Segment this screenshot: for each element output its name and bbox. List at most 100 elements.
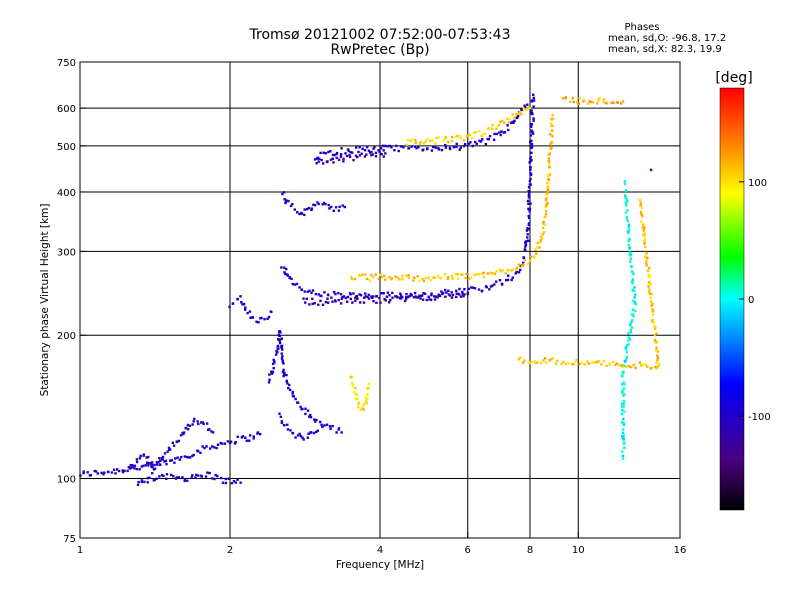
data-point [651,313,655,316]
data-point [367,382,371,386]
data-point [524,245,527,248]
data-point [459,137,462,140]
data-point [620,405,624,408]
data-point [152,468,156,471]
data-point [167,446,171,450]
data-point [135,460,139,464]
data-point [527,189,530,193]
data-point [519,110,522,114]
phase-stats-heading: Phases [624,22,659,33]
data-point [621,391,624,394]
data-point [352,158,355,162]
data-point [161,455,165,459]
data-point [177,439,181,443]
data-point [278,341,282,345]
data-point [489,271,492,275]
data-point [524,249,527,252]
data-point [623,383,626,386]
data-point [651,308,654,311]
data-point [596,102,599,105]
data-point [146,461,149,464]
data-point [600,363,603,366]
data-point [365,277,369,281]
data-point [418,143,421,146]
data-point [329,158,333,161]
data-point [346,295,350,299]
data-point [627,223,631,226]
data-point [405,143,408,147]
data-point [594,360,598,364]
data-point [311,297,314,300]
data-point [621,100,625,103]
data-point [532,93,535,96]
data-point [391,296,394,299]
data-point [480,272,483,275]
data-point [621,431,625,434]
data-point [456,273,459,276]
data-point [547,189,550,192]
colorbar-tick-label: -100 [748,412,771,423]
data-point [251,316,255,319]
data-point [630,320,633,324]
data-point [627,231,630,234]
data-point [86,471,89,474]
data-point [466,292,469,296]
data-point [527,207,530,211]
data-point [331,157,334,160]
data-point [413,276,416,279]
data-point [455,145,458,149]
data-point [356,297,359,300]
data-point [530,151,533,154]
data-point [480,289,484,292]
data-point [419,297,422,300]
data-point [142,464,145,468]
data-point [206,471,209,474]
data-point [305,297,308,300]
data-point [273,360,276,363]
data-point [461,290,464,294]
data-point [443,273,447,276]
data-point [495,127,498,130]
data-point [362,404,365,407]
data-point [642,233,645,236]
data-point [616,101,619,104]
data-point [554,362,558,365]
data-point [175,440,179,444]
data-point [326,293,330,296]
data-point [630,270,634,273]
data-point [316,429,319,432]
data-point [427,276,430,279]
data-point [186,479,189,482]
data-point [280,337,283,340]
data-point [510,269,514,272]
data-point [374,151,378,155]
data-point [131,464,134,467]
data-point [286,428,290,431]
data-point [624,211,627,214]
data-point [359,408,362,411]
data-point [139,454,142,458]
data-point [475,142,478,146]
y-tick-label: 400 [57,188,76,199]
data-point [527,194,531,198]
data-point [657,363,661,367]
y-tick-label: 200 [57,331,76,342]
data-point [364,399,368,402]
data-point [627,339,630,342]
data-point [416,275,419,278]
data-point [654,327,657,330]
data-point [623,393,626,396]
data-point [528,207,532,211]
data-point [507,121,511,124]
data-point [434,142,437,145]
data-point [401,274,404,278]
data-point [436,296,439,299]
data-point [213,477,216,481]
data-point [621,365,624,369]
data-point [624,202,628,206]
data-point [287,199,290,203]
data-point [545,197,548,200]
data-point [495,280,498,283]
data-point [183,477,187,481]
data-point [620,435,624,438]
